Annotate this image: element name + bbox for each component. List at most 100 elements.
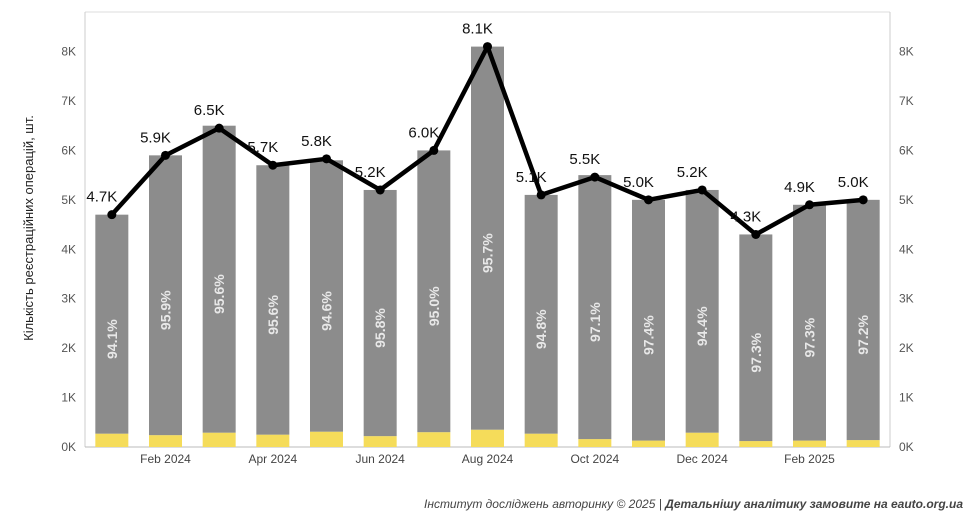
total-point [697,185,707,195]
bar-yellow-segment [632,440,665,447]
bar-pct-label: 97.4% [641,315,657,355]
total-value-label: 5.5K [569,151,600,168]
total-point [429,145,439,155]
y-tick-right: 3K [899,292,914,306]
bar-yellow-segment [739,441,773,447]
y-tick-right: 2K [899,341,914,355]
y-tick-right: 7K [899,94,914,108]
bar-pct-label: 95.6% [265,295,281,335]
total-value-label: 5.8K [301,133,332,150]
total-value-label: 4.3K [730,208,761,225]
total-point [375,185,385,195]
total-point [536,190,546,200]
bar-pct-label: 97.3% [802,317,818,357]
total-value-label: 5.0K [623,174,654,191]
bar-yellow-segment [202,432,236,447]
y-tick-left: 4K [61,242,76,256]
x-tick: Feb 2024 [140,452,191,466]
total-point [107,210,117,220]
bar-pct-label: 94.8% [533,309,549,349]
total-point [214,123,224,133]
bar-yellow-segment [846,440,880,447]
total-value-label: 5.2K [677,164,708,181]
bar-pct-label: 95.9% [158,290,174,330]
bar-gray-segment [202,125,236,433]
total-point [805,200,814,210]
bar-gray-segment [149,155,182,436]
bar-pct-label: 95.0% [426,286,442,326]
bar-gray-segment [739,234,773,442]
y-tick-right: 5K [899,193,914,207]
y-tick-left: 3K [61,292,76,306]
bar-gray-segment [846,199,880,441]
bar-yellow-segment [793,440,826,447]
bar-pct-label: 94.4% [694,306,710,346]
x-tick: Aug 2024 [462,452,514,466]
bar-yellow-segment [95,433,129,447]
y-tick-right: 4K [899,242,914,256]
total-value-label: 4.7K [86,189,117,206]
total-point [590,172,600,182]
total-value-label: 5.9K [140,129,171,146]
x-tick: Oct 2024 [570,452,619,466]
y-axis-title: Кількість реєстраційних операцій, шт. [21,115,36,341]
bar-yellow-segment [471,429,504,447]
bar-pct-label: 94.1% [104,319,120,359]
data-labels: 94.1% 95.9% 95.6% 95.6% 94.6% 95.8% 95.0% 95.7%… [86,21,871,373]
bar-gray-segment [310,160,343,432]
bar-yellow-segment [149,435,182,447]
total-point [858,195,868,205]
bar-gray-segment [417,150,451,433]
total-point [322,154,331,164]
bar-yellow-segment [578,439,612,447]
bar-yellow-segment [256,434,290,447]
total-value-label: 6.0K [408,124,439,141]
y-tick-right: 8K [899,45,914,59]
y-tick-left: 6K [61,143,76,157]
x-tick: Jun 2024 [355,452,405,466]
footer-source: Інститут досліджень авторинку © 2025 | [424,497,666,511]
bar-gray-segment [632,199,665,441]
bar-pct-label: 97.1% [587,302,603,342]
y-tick-right: 6K [899,143,914,157]
bar-gray-segment [363,189,397,437]
bar-pct-label: 97.2% [855,315,871,355]
total-point [268,160,278,170]
total-value-label: 6.5K [194,102,225,119]
bar-pct-label: 97.3% [748,332,764,372]
bar-pct-label: 95.6% [211,274,227,314]
bar-yellow-segment [524,433,558,447]
bar-gray-segment [524,194,558,434]
bar-gray-segment [578,175,612,440]
total-point [751,229,761,239]
x-tick: Feb 2025 [784,452,835,466]
total-point [644,195,653,205]
y-tick-left: 5K [61,193,76,207]
x-tick: Dec 2024 [676,452,728,466]
bar-pct-label: 95.8% [372,308,388,348]
total-point [161,150,170,160]
x-tick: Apr 2024 [248,452,297,466]
bar-yellow-segment [417,432,451,447]
footer-cta[interactable]: Детальнішу аналітику замовите на eauto.o… [665,497,963,511]
total-value-label: 5.0K [838,174,869,191]
footer-credit: Інститут досліджень авторинку © 2025 | Д… [424,497,963,511]
axes: 0K 0K 1K 1K 2K 2K 3K 3K 4K 4K 5K 5K 6K 6K 7K 7K 8K 8K Feb … [61,11,914,466]
total-value-label: 4.9K [784,179,815,196]
total-value-label: 8.1K [462,21,493,38]
bar-gray-segment [471,46,504,430]
total-value-label: 5.7K [247,139,278,156]
bars [95,46,880,447]
y-tick-right: 1K [899,391,914,405]
y-tick-left: 8K [61,45,76,59]
total-value-label: 5.2K [355,164,386,181]
y-tick-left: 1K [61,391,76,405]
y-tick-left: 0K [61,440,76,454]
y-tick-left: 7K [61,94,76,108]
bar-yellow-segment [363,436,397,447]
bar-yellow-segment [685,432,719,447]
bar-gray-segment [256,165,290,435]
bar-gray-segment [685,189,719,433]
y-tick-left: 2K [61,341,76,355]
